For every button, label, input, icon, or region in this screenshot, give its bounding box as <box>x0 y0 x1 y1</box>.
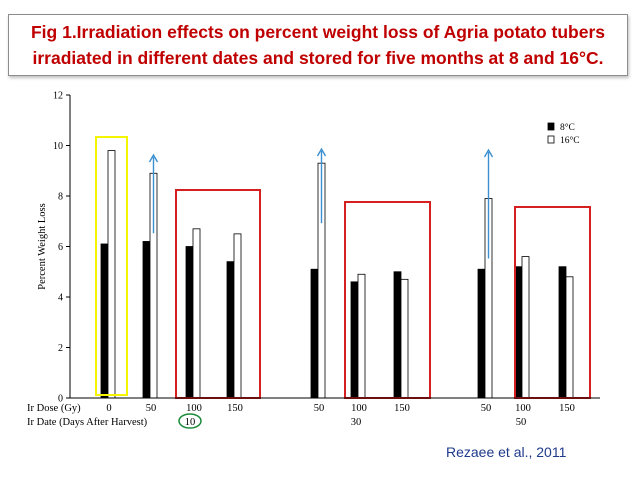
dose-label: 0 <box>106 403 111 414</box>
dose-label: 50 <box>481 403 492 414</box>
bar-16c <box>400 278 409 399</box>
y-tick-label: 8 <box>58 192 63 203</box>
dose-row-label: Ir Dose (Gy) <box>27 403 81 414</box>
title-line-2: irradiated in different dates and stored… <box>32 48 604 68</box>
y-tick-label: 6 <box>58 242 63 253</box>
bar-8c <box>310 268 319 399</box>
dose-label: 100 <box>515 403 531 414</box>
dose-label: 150 <box>394 403 410 414</box>
bar-8c <box>393 271 402 399</box>
citation: Rezaee et al., 2011 <box>446 444 567 460</box>
y-axis-label: Percent Weight Loss <box>37 203 48 289</box>
bar-8c <box>100 243 109 399</box>
dose-label: 50 <box>146 403 157 414</box>
date-label: 30 <box>351 417 362 428</box>
arrow-head <box>148 153 159 163</box>
bar-16c <box>565 276 574 399</box>
y-tick-label: 12 <box>53 91 63 102</box>
figure-title: Fig 1.Irradiation effects on percent wei… <box>8 14 628 76</box>
legend-label: 8°C <box>560 122 575 133</box>
date-highlight-circle <box>178 413 202 429</box>
dose-label: 100 <box>351 403 367 414</box>
bar-16c <box>192 228 201 399</box>
bar-8c <box>514 266 523 399</box>
bar-8c <box>185 246 194 399</box>
bar-16c <box>521 256 530 399</box>
dose-label: 50 <box>314 403 325 414</box>
date-label: 10 <box>185 417 196 428</box>
dose-label: 100 <box>186 403 202 414</box>
arrow-head <box>316 147 327 157</box>
bar-8c <box>558 266 567 399</box>
y-tick-label: 4 <box>58 293 63 304</box>
bar-16c <box>107 150 116 399</box>
legend-swatch <box>547 122 555 131</box>
bar-16c <box>357 273 366 399</box>
date-row-label: Ir Date (Days After Harvest) <box>27 417 148 428</box>
bar-8c <box>226 261 235 399</box>
legend-label: 16°C <box>560 135 580 146</box>
title-line-1: Fig 1.Irradiation effects on percent wei… <box>30 22 605 42</box>
bar-8c <box>350 281 359 399</box>
bar-16c <box>233 233 242 399</box>
y-tick-label: 2 <box>58 343 63 354</box>
y-tick-label: 10 <box>53 141 63 152</box>
control-highlight-box <box>95 136 128 396</box>
legend-swatch <box>547 135 555 144</box>
bar-8c <box>142 241 151 399</box>
y-tick-label: 0 <box>58 394 63 405</box>
dose-label: 150 <box>559 403 575 414</box>
arrow-head <box>483 148 494 158</box>
dose-label: 150 <box>227 403 243 414</box>
bar-8c <box>477 268 486 399</box>
date-label: 50 <box>516 417 527 428</box>
